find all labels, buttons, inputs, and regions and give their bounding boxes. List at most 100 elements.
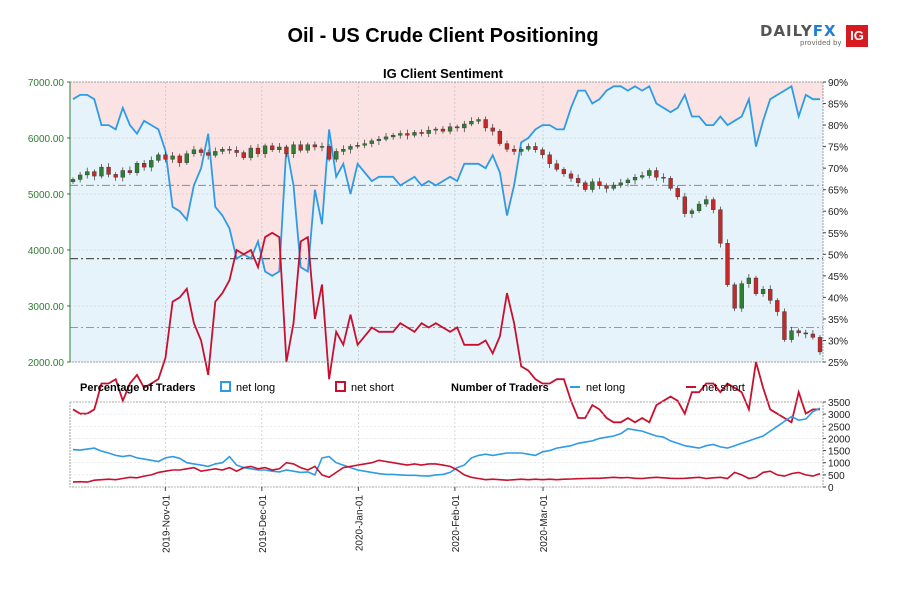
candle-body [519, 148, 524, 152]
candle-body [540, 149, 545, 155]
candle-body [291, 144, 296, 154]
main-panel: 7000.00 6000.00 5000.00 4000.00 3000.00 2000.… [28, 78, 848, 424]
candle-body [355, 145, 360, 147]
sentiment-axis-label: 50% [828, 250, 848, 261]
candle-body [746, 277, 752, 284]
count-axis-label: 3500 [828, 398, 851, 409]
sentiment-axis-label: 80% [828, 121, 848, 132]
candle-body [326, 146, 332, 160]
legend-num-short-label: net short [702, 382, 745, 394]
candle-body [390, 134, 396, 138]
candle-body [597, 181, 602, 186]
sentiment-axis-label: 60% [828, 207, 848, 218]
candle-body [298, 144, 303, 151]
candle-body [234, 150, 239, 153]
candle-body [718, 209, 723, 244]
candle-body [127, 170, 133, 173]
candle-body [284, 146, 289, 154]
candle-body [248, 147, 254, 158]
count-axis-label: 1500 [828, 447, 851, 458]
candle-body [511, 148, 517, 152]
price-axis-label: 3000.00 [28, 302, 65, 313]
candle-body [568, 173, 574, 179]
candle-body [711, 199, 716, 210]
candle-body [341, 148, 346, 152]
sentiment-axis-label: 90% [828, 78, 848, 89]
candle-body [120, 170, 125, 178]
candle-body [810, 333, 816, 338]
candle-body [554, 163, 559, 170]
legend-pct-short-swatch [335, 381, 346, 392]
date-axis-label: 2019-Nov-01 [161, 495, 172, 553]
candle-body [262, 145, 268, 154]
count-axis-label: 2500 [828, 422, 851, 433]
candle-body [191, 149, 197, 154]
candle-body [704, 199, 709, 205]
candle-body [504, 143, 510, 150]
candle-body [70, 179, 76, 182]
candle-body [590, 181, 595, 190]
candle-body [447, 126, 453, 132]
candle-body [163, 154, 168, 160]
candle-body [675, 188, 680, 197]
date-axis-label: 2020-Mar-01 [539, 495, 550, 553]
candle-body [632, 176, 638, 181]
sentiment-axis-label: 30% [828, 336, 848, 347]
count-axis-label: 2000 [828, 434, 851, 445]
count-axis-label: 0 [828, 483, 834, 494]
candle-body [319, 146, 325, 148]
legend-pct-short-label: net short [351, 382, 394, 394]
candle-body [348, 146, 353, 150]
candle-body [547, 154, 552, 164]
price-axis-label: 2000.00 [28, 358, 65, 369]
candle-body [227, 148, 232, 151]
candle-body [277, 146, 282, 150]
date-axis-label: 2020-Jan-01 [354, 495, 365, 552]
candle-body [483, 119, 488, 129]
candle-body [177, 155, 182, 163]
candle-body [149, 160, 154, 168]
candle-body [575, 178, 581, 184]
candle-body [625, 179, 631, 183]
candle-body [220, 148, 225, 152]
candle-body [789, 330, 794, 340]
candle-body [768, 289, 773, 301]
sentiment-axis-label: 40% [828, 293, 848, 304]
sentiment-axis-label: 45% [828, 272, 848, 283]
candle-body [412, 132, 417, 136]
sentiment-axis-label: 70% [828, 164, 848, 175]
candle-body [92, 171, 97, 177]
candle-body [383, 136, 389, 140]
candle-body [405, 133, 410, 136]
legend: Percentage of Traders net long net short… [80, 381, 745, 394]
candle-body [141, 162, 147, 168]
sentiment-axis-label: 35% [828, 315, 848, 326]
candle-body [462, 123, 467, 129]
candle-body [526, 146, 531, 150]
candle-body [817, 337, 823, 353]
candle-body [732, 284, 737, 309]
page-title: Oil - US Crude Client Positioning [287, 25, 598, 47]
candle-body [213, 151, 218, 156]
candle-body [469, 120, 474, 125]
price-axis-label: 5000.00 [28, 190, 65, 201]
x-axis: 2019-Nov-01 2019-Dec-01 2020-Jan-01 2020-Fe… [161, 487, 550, 553]
logo-wordmark: DAILYFX [760, 22, 837, 40]
candle-body [334, 151, 339, 160]
candle-body [661, 176, 666, 179]
candle-body [206, 152, 211, 156]
dailyfx-logo: DAILYFX provided by IG [760, 22, 870, 50]
sentiment-axis-label: 85% [828, 100, 848, 111]
candle-body [476, 119, 481, 122]
candle-body [696, 203, 702, 212]
candle-body [255, 147, 261, 154]
sentiment-axis-label: 75% [828, 143, 848, 154]
candle-body [639, 175, 645, 178]
candle-body [561, 169, 567, 175]
candle-body [725, 243, 730, 285]
sentiment-axis-label: 65% [828, 186, 848, 197]
candle-body [113, 174, 118, 178]
candle-body [426, 129, 431, 134]
candle-body [305, 144, 310, 151]
